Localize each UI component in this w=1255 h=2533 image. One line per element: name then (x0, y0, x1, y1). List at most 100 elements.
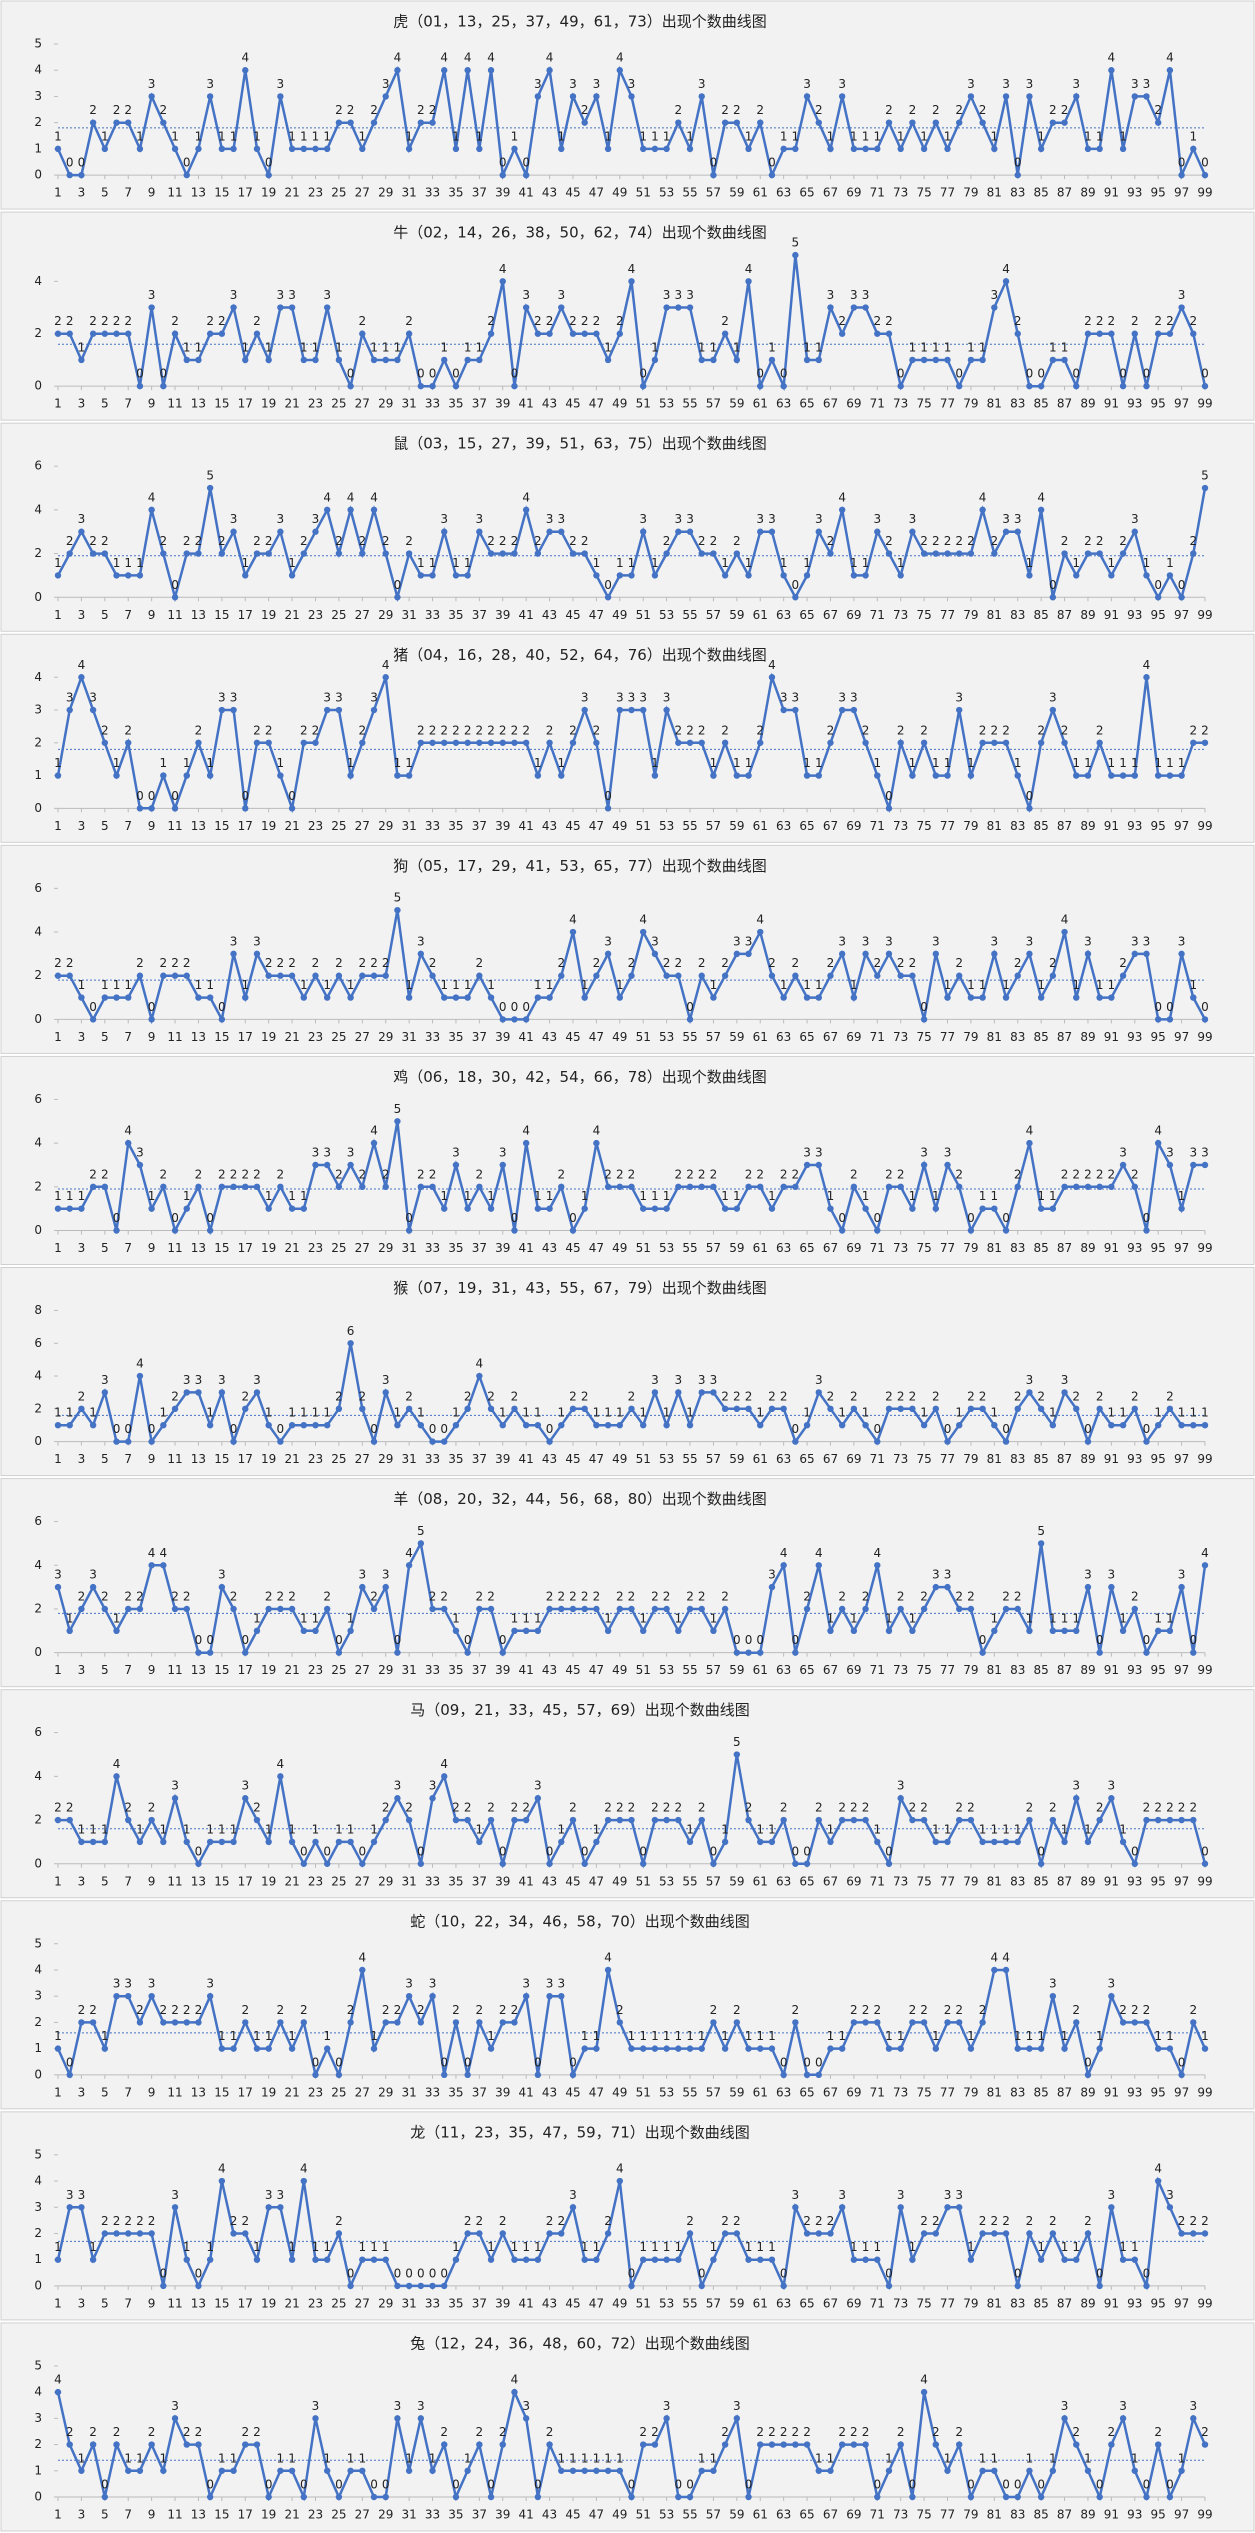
data-label: 3 (803, 77, 811, 91)
data-point (370, 356, 378, 364)
data-point (1131, 2256, 1138, 2263)
data-point (253, 1816, 261, 1824)
data-label: 2 (885, 1389, 893, 1403)
data-label: 1 (1002, 1822, 1010, 1836)
data-label: 1 (862, 2240, 870, 2254)
data-point (148, 2441, 155, 2448)
x-tick-label: 47 (589, 2508, 604, 2522)
data-point (757, 928, 764, 936)
data-point (66, 1421, 73, 1429)
data-label: 2 (195, 723, 203, 737)
x-tick-label: 1 (54, 2296, 62, 2310)
data-label: 1 (885, 2451, 893, 2465)
data-point (932, 119, 940, 126)
data-point (1073, 2256, 1080, 2263)
data-label: 3 (815, 512, 823, 526)
data-point (417, 1421, 425, 1429)
data-point (171, 594, 179, 601)
x-tick-label: 35 (448, 1241, 463, 1255)
data-label: 1 (616, 2451, 624, 2465)
data-label: 2 (241, 1167, 249, 1181)
data-point (815, 994, 822, 1001)
x-tick-label: 87 (1057, 2508, 1072, 2522)
data-point (522, 2415, 530, 2422)
x-tick-label: 13 (191, 1030, 206, 1044)
x-tick-label: 15 (214, 397, 229, 411)
data-label: 1 (979, 2451, 987, 2465)
data-label: 3 (195, 1373, 203, 1387)
data-point (136, 805, 144, 812)
data-label: 1 (335, 340, 343, 354)
data-point (1073, 93, 1080, 100)
data-label: 1 (991, 1406, 999, 1420)
data-point (956, 119, 963, 126)
data-label: 1 (1119, 1406, 1127, 1420)
data-label: 1 (639, 2029, 647, 2043)
x-tick-label: 43 (542, 2508, 557, 2522)
x-tick-label: 19 (261, 1241, 276, 1255)
x-tick-label: 93 (1127, 2296, 1142, 2310)
data-point (991, 1838, 998, 1846)
data-label: 1 (405, 129, 413, 143)
data-label: 2 (838, 314, 846, 328)
data-point (136, 2467, 144, 2474)
data-label: 2 (160, 534, 168, 548)
data-point (604, 2230, 612, 2237)
data-label: 2 (335, 103, 343, 117)
data-label: 2 (979, 103, 987, 117)
data-label: 1 (628, 2029, 636, 2043)
data-label: 1 (1049, 1611, 1057, 1625)
x-tick-label: 13 (191, 608, 206, 622)
data-point (382, 550, 389, 557)
x-tick-label: 55 (682, 397, 697, 411)
data-point (675, 1816, 682, 1824)
data-point (733, 2415, 741, 2422)
data-label: 2 (780, 1167, 788, 1181)
data-point (1014, 1605, 1021, 1613)
data-label: 1 (1026, 556, 1034, 570)
data-point (54, 1583, 62, 1591)
panel-background (0, 2111, 1255, 2321)
data-label: 2 (101, 723, 109, 737)
data-point (476, 1605, 483, 1613)
data-label: 1 (991, 1611, 999, 1625)
data-label: 1 (1026, 1611, 1034, 1625)
data-point (300, 739, 307, 746)
data-label: 0 (312, 2055, 320, 2069)
data-label: 1 (979, 1189, 987, 1203)
data-point (838, 1227, 846, 1234)
data-label: 1 (323, 2029, 331, 2043)
data-point (663, 1816, 670, 1824)
data-label: 2 (476, 2003, 484, 2017)
panel-background (0, 844, 1255, 1054)
x-tick-label: 87 (1057, 1241, 1072, 1255)
data-label: 3 (686, 512, 694, 526)
data-label: 0 (440, 2055, 448, 2069)
data-point (195, 994, 202, 1001)
x-tick-label: 17 (238, 608, 253, 622)
x-tick-label: 59 (729, 2085, 744, 2099)
x-tick-label: 27 (355, 608, 370, 622)
x-tick-label: 47 (589, 608, 604, 622)
data-point (487, 2493, 495, 2501)
data-label: 0 (417, 2266, 425, 2280)
data-point (850, 1183, 858, 1191)
data-point (54, 772, 62, 779)
data-label: 3 (206, 77, 214, 91)
data-label: 3 (768, 1568, 776, 1582)
data-label: 3 (323, 1145, 331, 1159)
data-label: 2 (136, 2214, 144, 2228)
data-point (1119, 1421, 1127, 1429)
data-point (335, 2230, 343, 2237)
y-tick-label: 0 (34, 2490, 42, 2504)
data-label: 2 (663, 534, 671, 548)
data-point (405, 1816, 413, 1824)
data-label: 2 (897, 2425, 905, 2439)
data-label: 0 (300, 2478, 308, 2492)
data-label: 3 (136, 1145, 144, 1159)
x-tick-label: 91 (1104, 1030, 1119, 1044)
data-point (464, 356, 471, 364)
data-point (1166, 572, 1174, 579)
data-point (1119, 972, 1127, 979)
data-point (698, 93, 705, 100)
